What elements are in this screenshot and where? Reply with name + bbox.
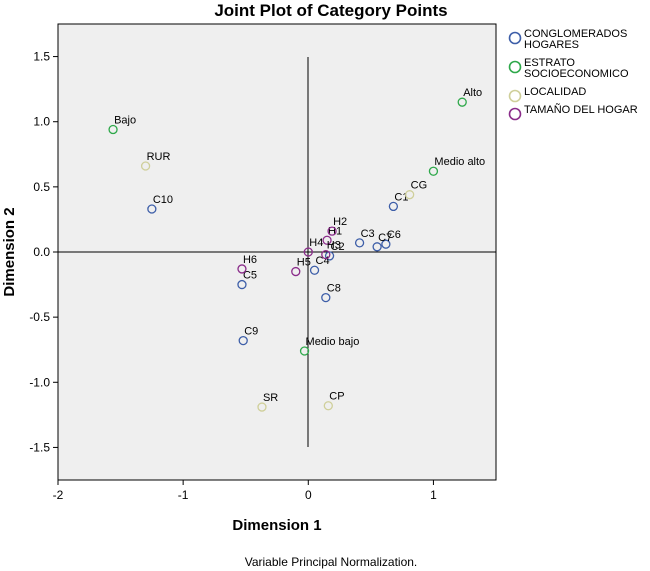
category-point-label: Medio alto	[434, 156, 485, 168]
category-point-label: C7	[378, 232, 392, 244]
x-tick-label: 1	[430, 488, 437, 502]
y-tick-label: 1.5	[33, 50, 50, 64]
category-point-label: C2	[331, 241, 345, 253]
category-point	[321, 292, 331, 303]
category-point	[108, 124, 118, 135]
category-point-label: C9	[244, 326, 258, 338]
y-tick-label: -0.5	[29, 310, 50, 324]
category-point-label: H4	[309, 237, 323, 249]
legend-label: SOCIOECONOMICO	[524, 68, 629, 80]
category-point	[381, 239, 391, 249]
category-point-label: H2	[333, 216, 347, 228]
category-point	[428, 166, 439, 176]
category-point-label: Bajo	[114, 115, 136, 127]
footnote: Variable Principal Normalization.	[245, 555, 418, 569]
category-point	[299, 346, 310, 356]
y-axis-ticks: -1.5 -1.0 -0.5 0.0 0.5 1.0 1.5	[29, 50, 58, 454]
legend-label: HOGARES	[524, 39, 579, 51]
category-point-label: H1	[328, 225, 342, 237]
y-tick-label: 1.0	[33, 115, 50, 129]
category-point	[321, 249, 331, 260]
category-point-label: C1	[394, 191, 408, 203]
x-axis-label: Dimension 1	[232, 517, 321, 534]
y-tick-label: 0.0	[33, 245, 50, 259]
category-point-label: SR	[263, 392, 278, 404]
category-point-label: C8	[327, 283, 341, 295]
category-point-label: Alto	[463, 87, 482, 99]
category-point-label: C10	[153, 194, 173, 206]
category-point	[388, 201, 399, 212]
category-point-label: C6	[387, 229, 401, 241]
category-point-label: H6	[243, 254, 257, 266]
category-point	[291, 266, 301, 277]
category-point-label: RUR	[147, 151, 171, 163]
category-point	[323, 401, 333, 411]
category-point	[327, 226, 337, 236]
x-tick-label: 0	[305, 488, 312, 502]
category-point-label: H5	[297, 257, 311, 269]
category-point	[303, 247, 313, 257]
category-point	[457, 97, 467, 107]
x-axis-ticks: -2 -1 0 1	[53, 480, 437, 502]
chart-title: Joint Plot of Category Points	[214, 1, 447, 20]
category-point	[237, 264, 247, 274]
category-point	[147, 204, 157, 214]
category-point	[237, 279, 247, 290]
category-point	[405, 190, 415, 200]
legend-label: CONGLOMERADOS	[524, 28, 627, 40]
y-tick-label: -1.0	[29, 375, 50, 389]
legend-marker	[508, 107, 522, 121]
y-tick-label: 0.5	[33, 180, 50, 194]
category-point	[238, 335, 248, 346]
category-point	[372, 242, 382, 252]
category-point	[309, 265, 320, 275]
x-tick-label: -1	[178, 488, 189, 502]
category-point	[354, 238, 365, 248]
category-point-label: Medio bajo	[306, 336, 360, 348]
legend-label: ESTRATO	[524, 57, 575, 69]
legend-label: TAMAÑO DEL HOGAR	[524, 103, 638, 116]
category-point	[257, 402, 267, 412]
category-point-label: C5	[243, 270, 257, 282]
legend-marker	[508, 89, 522, 103]
x-tick-label: -2	[53, 488, 64, 502]
legend-marker	[508, 31, 522, 45]
category-point	[322, 235, 332, 245]
category-point-label: CG	[411, 180, 428, 192]
category-point-label: C3	[361, 228, 375, 240]
y-axis-label: Dimension 2	[1, 207, 18, 296]
legend-label: LOCALIDAD	[524, 86, 586, 98]
category-point-label: CP	[329, 391, 344, 403]
category-point-label: H3	[327, 240, 341, 252]
legend-marker	[508, 60, 522, 74]
y-tick-label: -1.5	[29, 440, 50, 454]
category-point	[140, 161, 151, 171]
